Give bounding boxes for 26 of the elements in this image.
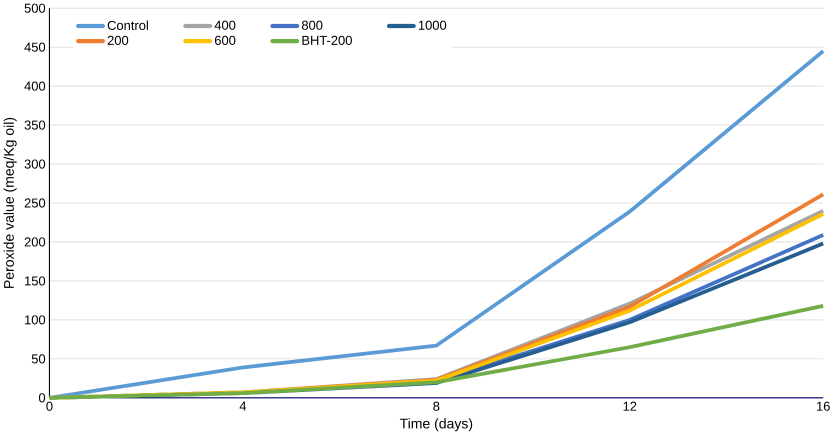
y-tick-label: 450	[24, 42, 46, 52]
y-tick-label: 50	[32, 354, 46, 364]
legend-label: 800	[302, 20, 322, 30]
x-axis-title: Time (days)	[400, 418, 472, 432]
y-tick-label: 0	[38, 393, 46, 402]
line-series	[48, 304, 826, 400]
y-tick-label: 350	[24, 120, 46, 130]
legend-label: 200	[108, 36, 128, 45]
y-tick-label: 400	[24, 82, 46, 91]
x-tick-label: 16	[817, 402, 830, 411]
legend-label: Control	[108, 20, 148, 30]
x-tick-label: 12	[624, 402, 636, 411]
legend-label: 400	[214, 20, 236, 30]
x-tick-label: 4	[240, 402, 246, 411]
legend-label: 600	[214, 36, 236, 45]
legend-label: BHT-200	[302, 36, 352, 45]
x-tick-label: 8	[433, 402, 440, 411]
y-tick-label: 500	[24, 4, 46, 13]
legend-label: 1000	[418, 20, 446, 30]
x-tick-label: 0	[46, 402, 53, 411]
y-tick-label: 250	[24, 198, 46, 208]
y-axis-title: Peroxide value (meq/Kg oil)	[4, 118, 17, 288]
y-tick-label: 200	[24, 237, 46, 247]
y-tick-label: 300	[24, 160, 46, 169]
y-tick-label: 100	[25, 315, 46, 325]
y-tick-label: 150	[25, 276, 46, 286]
